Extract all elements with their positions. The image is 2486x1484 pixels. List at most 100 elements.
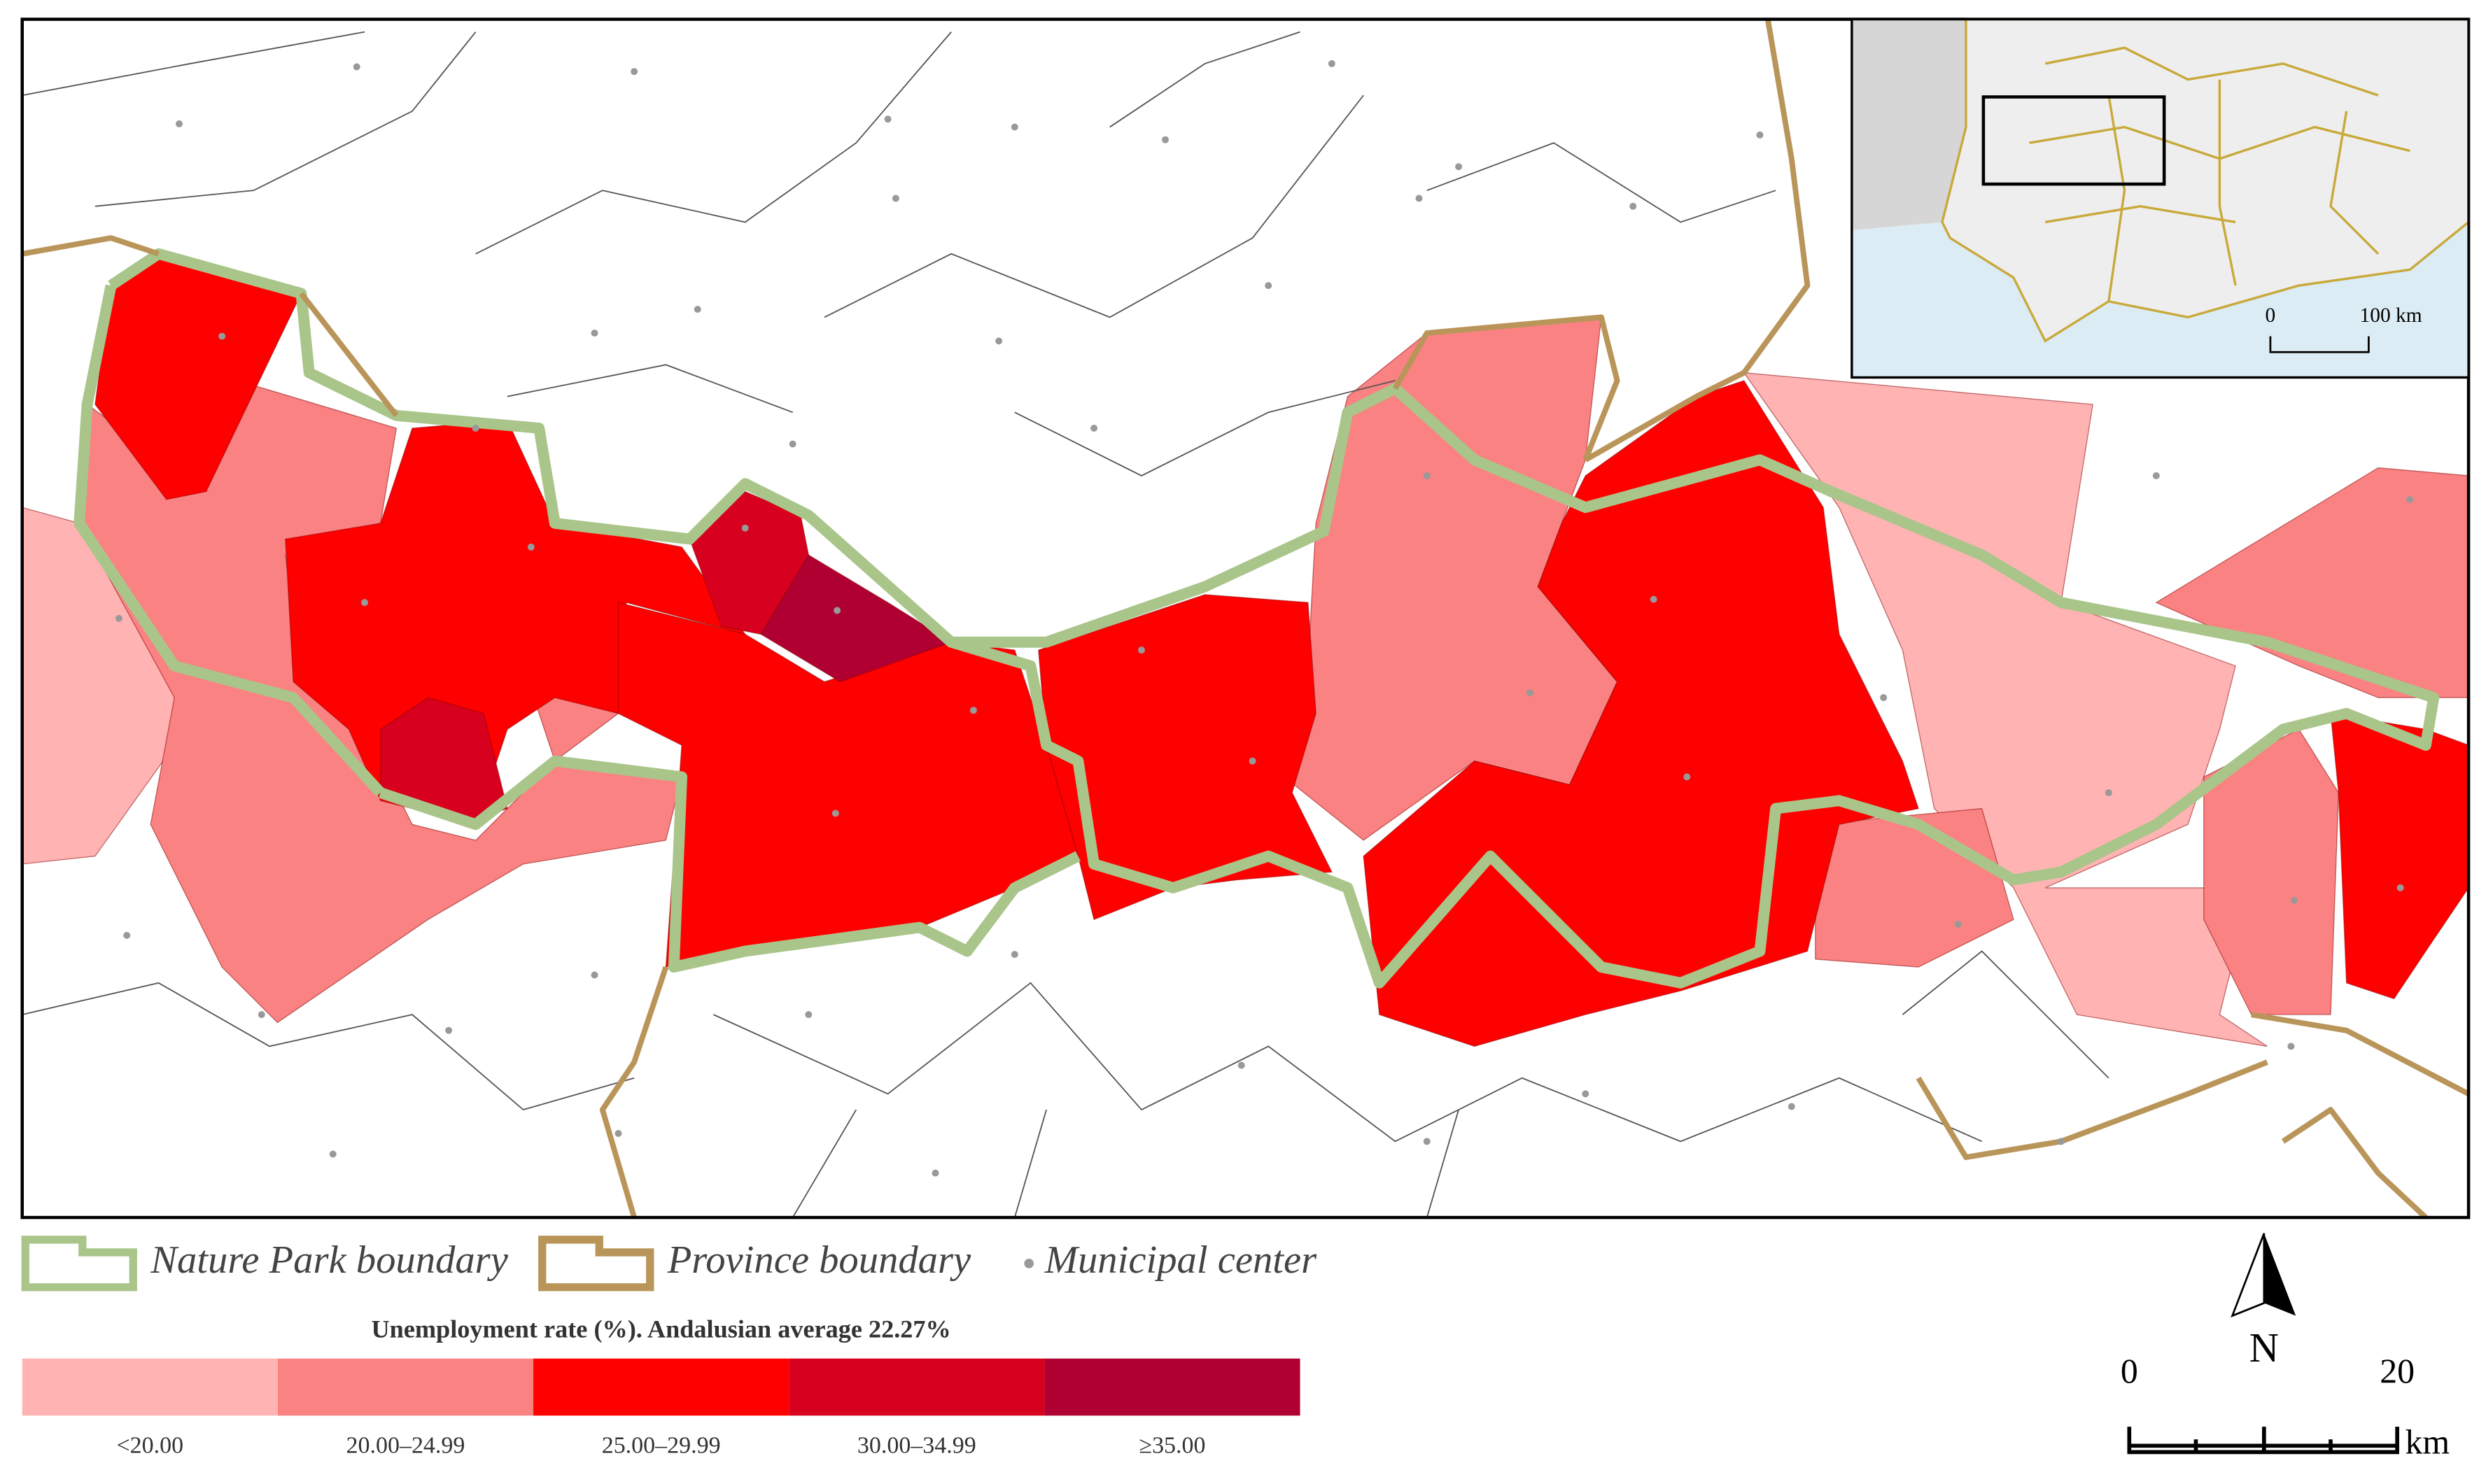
municipal-center [969, 707, 977, 714]
municipal-center [1756, 131, 1764, 139]
municipal-center [123, 931, 131, 939]
municipal-center [2105, 789, 2112, 796]
municipal-symbol [1024, 1258, 1034, 1269]
municipal-centers [115, 59, 2414, 1177]
class-label: 30.00–34.99 [857, 1432, 976, 1458]
municipal-center [694, 306, 701, 313]
inset-scale-end: 100 km [2360, 304, 2422, 327]
municipal-center [1582, 1090, 1589, 1098]
municipal-center [1423, 472, 1431, 479]
park-line [73, 248, 2440, 989]
municipal-center [834, 607, 841, 614]
class-label: 25.00–29.99 [602, 1432, 721, 1458]
municipal-center [1788, 1103, 1795, 1110]
inset-portugal [1851, 19, 1982, 230]
municipal-center [995, 337, 1003, 345]
scale-unit: km [2405, 1423, 2450, 1462]
scale-bar: 0 20 km [2121, 1352, 2450, 1462]
class-label: ≥35.00 [1139, 1432, 1205, 1458]
municipal-center [1237, 1061, 1245, 1069]
municipal-center [591, 330, 598, 337]
map-frame [20, 17, 2471, 1220]
municipal-center [445, 1026, 453, 1034]
class-label: <20.00 [117, 1432, 184, 1458]
municipal-center [2290, 897, 2298, 905]
legend-label: Province boundary [667, 1238, 971, 1282]
north-arrow-left [2231, 1233, 2266, 1317]
class-swatch [533, 1358, 789, 1416]
inset-provinces [2029, 46, 2410, 302]
inset-map: 0 100 km [1851, 17, 2470, 379]
municipal-center [527, 543, 535, 551]
park-symbol [21, 1236, 137, 1292]
class-swatch [789, 1358, 1045, 1416]
municipal-center [1162, 136, 1169, 143]
nature-park-boundary [73, 248, 2440, 989]
municipal-center [591, 971, 598, 979]
municipal-center [1138, 646, 1146, 654]
municipal-center [1011, 951, 1018, 959]
municipal-center [932, 1169, 939, 1177]
municipal-center [2396, 884, 2404, 891]
north-arrow: N [2231, 1233, 2296, 1371]
municipal-center [805, 1011, 813, 1019]
municipal-center [1249, 757, 1256, 765]
regions [22, 253, 2469, 1047]
municipal-center [615, 1130, 622, 1138]
municipal-borders [22, 31, 2109, 1218]
municipal-center [1455, 163, 1463, 171]
municipal-center [1880, 694, 1888, 702]
province-symbol [538, 1236, 654, 1292]
municipal-center [2152, 472, 2160, 479]
border-lines [22, 31, 1776, 476]
north-arrow-right [2263, 1233, 2296, 1316]
municipal-center [1011, 123, 1018, 131]
class-label: 20.00–24.99 [346, 1432, 465, 1458]
municipal-center [789, 440, 796, 448]
municipal-center [258, 1011, 265, 1019]
border-lines [22, 950, 2109, 1218]
municipal-center [1650, 595, 1657, 603]
class-swatch [1044, 1358, 1300, 1416]
class-swatch [277, 1358, 534, 1416]
municipal-center [1526, 689, 1534, 697]
municipal-center [2406, 495, 2414, 503]
municipal-center [831, 810, 839, 817]
municipal-center [631, 68, 638, 76]
inset-extent [1981, 95, 2166, 186]
municipal-center [1683, 773, 1691, 781]
scale-bar-line [2127, 1427, 2399, 1455]
municipal-center [1423, 1138, 1431, 1145]
inset-scale-start: 0 [2266, 304, 2276, 327]
municipality [2330, 712, 2469, 1000]
legend-label: Municipal center [1044, 1238, 1317, 1282]
class-swatch [22, 1358, 278, 1416]
municipal-center [2057, 1138, 2065, 1145]
municipal-center [741, 524, 749, 532]
municipal-center [2287, 1043, 2295, 1050]
scale-end: 20 [2380, 1352, 2415, 1390]
municipal-center [1954, 921, 1962, 928]
municipal-center [1415, 195, 1423, 202]
legend: Nature Park boundary Province boundary M… [21, 1236, 1317, 1458]
municipal-center [1090, 424, 1098, 432]
scale-start: 0 [2121, 1352, 2138, 1390]
inset-frame [1851, 17, 2470, 379]
municipal-center [329, 1150, 337, 1158]
municipal-center [1328, 59, 1335, 67]
municipal-center [1265, 282, 1272, 290]
municipal-center [1629, 202, 1637, 210]
scale-title: Unemployment rate (%). Andalusian averag… [371, 1315, 950, 1343]
municipal-center [892, 195, 899, 202]
municipal-center [361, 599, 369, 607]
municipal-center [353, 63, 360, 71]
municipality [760, 554, 953, 683]
municipal-center [884, 115, 892, 123]
municipal-center [472, 424, 479, 432]
north-label: N [2249, 1325, 2280, 1371]
municipal-center [175, 120, 183, 128]
municipality [1038, 594, 1333, 921]
municipal-center [115, 614, 122, 622]
